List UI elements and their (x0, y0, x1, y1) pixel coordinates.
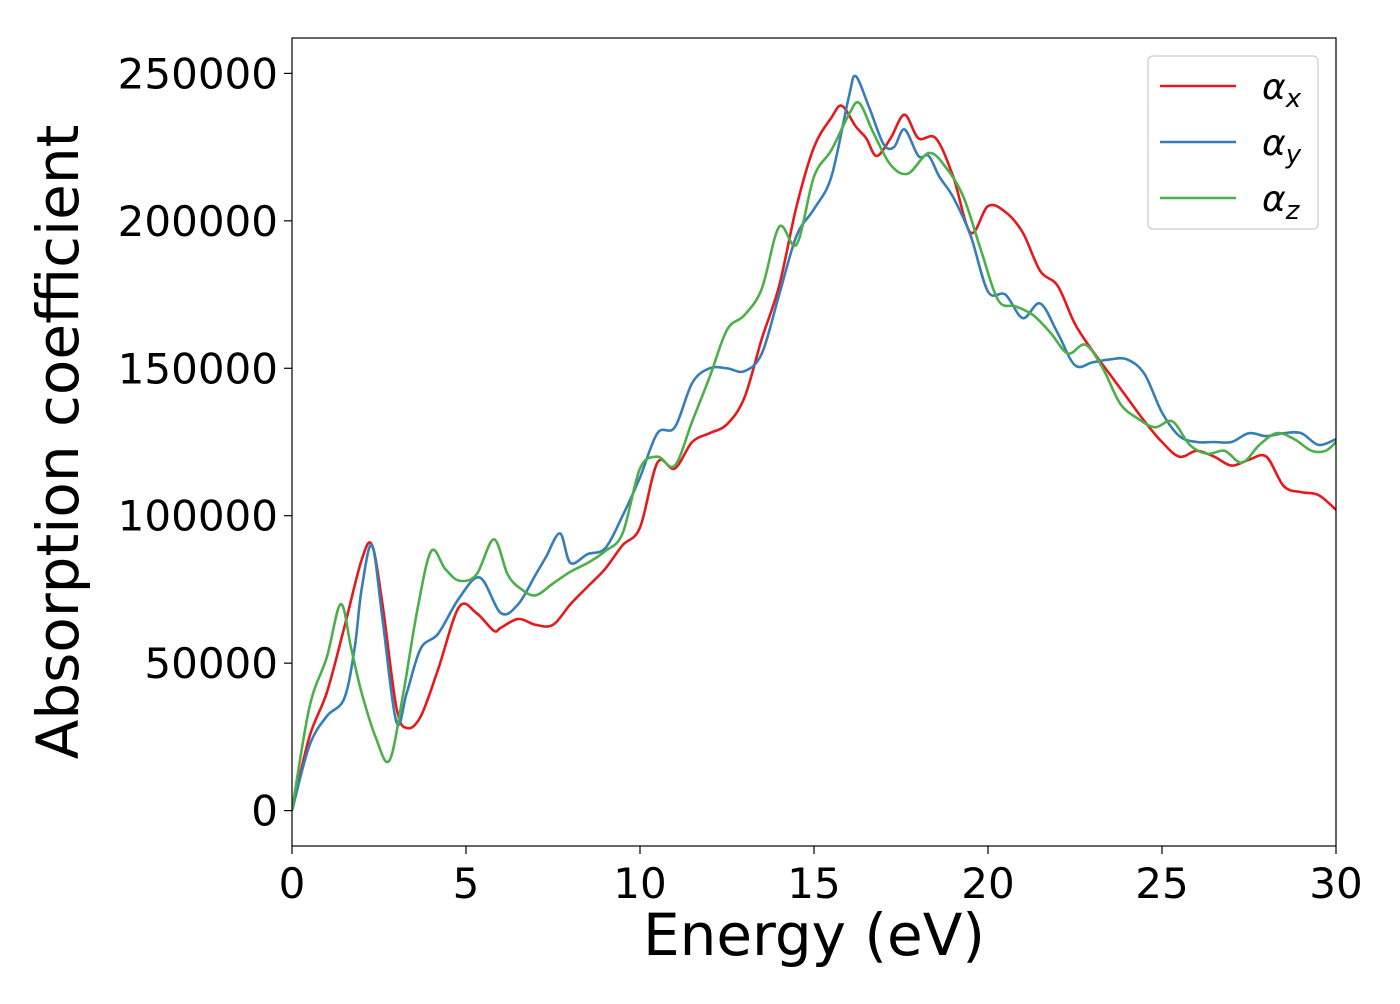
y-tick-label: 100000 (118, 492, 278, 541)
x-axis-label: Energy (eV) (643, 901, 985, 969)
x-tick-label: 20 (961, 859, 1014, 908)
y-tick-label: 200000 (118, 197, 278, 246)
x-tick-label: 30 (1309, 859, 1362, 908)
series-line-z (292, 100, 1336, 811)
legend-label-y: αy (1262, 123, 1302, 170)
x-tick-label: 0 (279, 859, 306, 908)
y-tick-label: 0 (251, 787, 278, 836)
legend-label-z: αz (1262, 179, 1301, 226)
x-axis: 0 5 10 15 20 25 30 (279, 846, 1363, 908)
legend-label-x: αx (1262, 67, 1302, 114)
x-tick-label: 5 (453, 859, 480, 908)
series-lines (292, 74, 1336, 811)
x-tick-label: 15 (787, 859, 840, 908)
x-tick-label: 25 (1135, 859, 1188, 908)
y-axis-label: Absorption coefficient (24, 125, 92, 760)
y-tick-label: 50000 (144, 639, 278, 688)
series-line-y (292, 74, 1336, 811)
y-tick-label: 150000 (118, 344, 278, 393)
legend: αx αy αz (1147, 55, 1319, 230)
x-tick-label: 10 (613, 859, 666, 908)
y-tick-label: 250000 (118, 49, 278, 98)
y-axis: 0 50000 100000 150000 200000 250000 (118, 49, 292, 836)
